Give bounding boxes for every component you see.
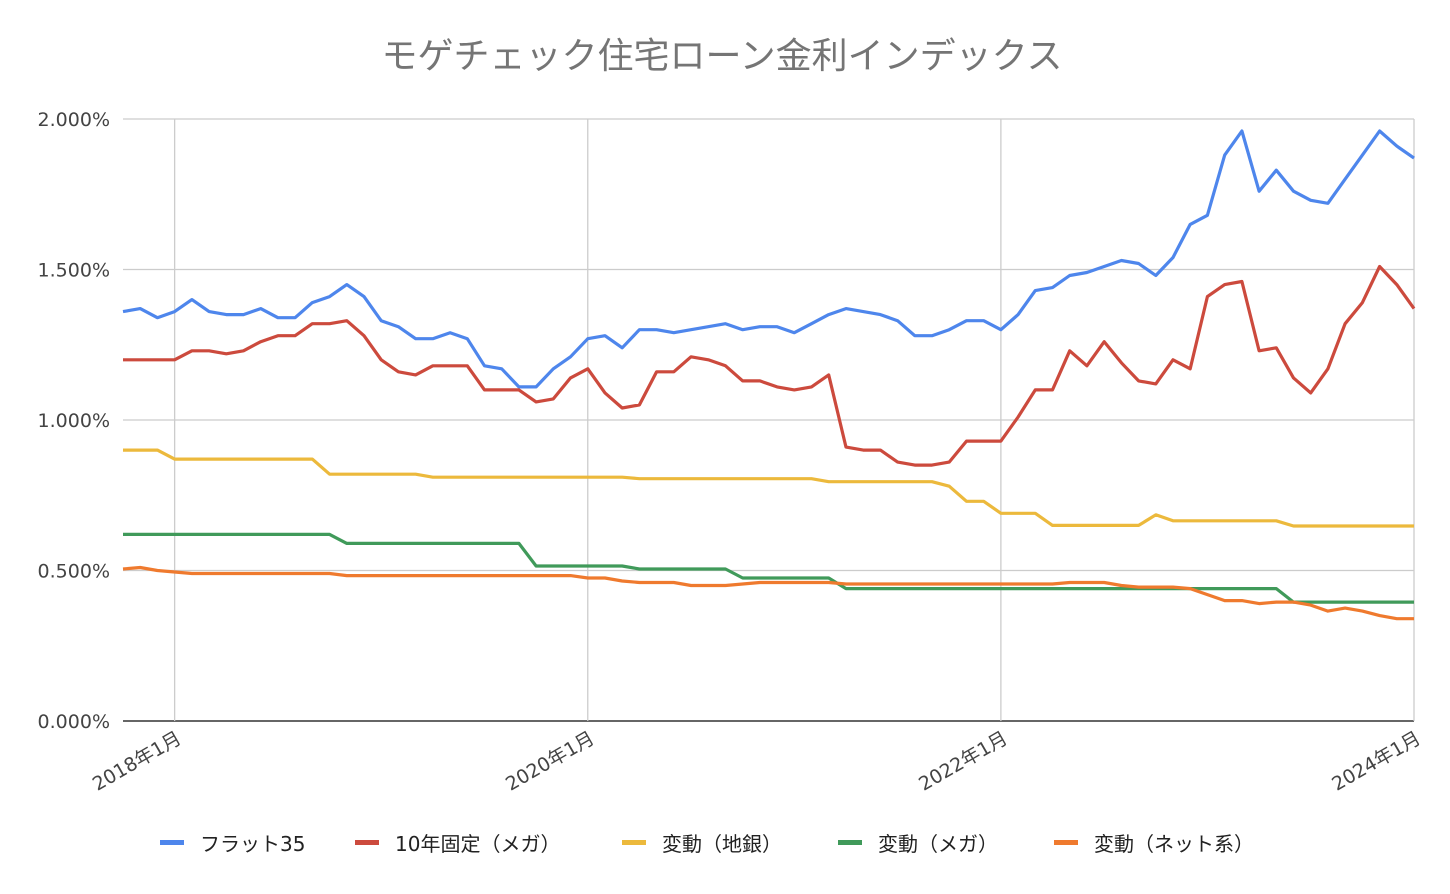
y-tick-label: 0.500% [38,561,110,583]
y-tick-label: 2.000% [38,109,110,131]
series-line-0 [122,129,1415,389]
chart-title: モゲチェック住宅ローン金利インデックス [381,36,1062,77]
legend-item: 10年固定（メガ） [355,832,560,856]
y-tick-label: 0.000% [38,711,110,733]
legend-label: 変動（ネット系） [1094,832,1254,856]
legend-label: フラット35 [200,832,305,856]
legend-label: 変動（メガ） [878,832,998,856]
series-line-1 [123,264,1416,467]
legend-item: 変動（メガ） [838,832,998,856]
y-tick-label: 1.000% [38,410,110,432]
x-axis-ticks: 2018年1月 2020年1月 2022年1月 2024年1月 [89,727,1425,795]
legend-label: 10年固定（メガ） [395,832,560,856]
legend-swatch [355,840,379,845]
series-line-2 [123,448,1414,528]
legend-item: 変動（地銀） [622,832,782,856]
legend-item: フラット35 [160,832,305,856]
y-tick-label: 1.500% [38,260,110,282]
legend-swatch [160,840,184,845]
x-tick-label: 2020年1月 [502,727,598,795]
x-tick-label: 2018年1月 [89,727,185,795]
legend-swatch [838,840,862,845]
y-axis-ticks: 0.000% 0.500% 1.000% 1.500% 2.000% [38,109,110,733]
legend-item: 変動（ネット系） [1054,832,1254,856]
legend-swatch [1054,840,1078,845]
series-lines [122,129,1416,621]
series-line-4 [122,565,1414,621]
legend-swatch [622,840,646,845]
x-tick-label: 2022年1月 [915,727,1011,795]
legend: フラット35 10年固定（メガ） 変動（地銀） 変動（メガ） 変動（ネット系） [160,832,1254,856]
grid [123,118,1415,722]
x-tick-label: 2024年1月 [1328,727,1424,795]
legend-label: 変動（地銀） [662,832,782,856]
series-line-3 [123,532,1414,604]
